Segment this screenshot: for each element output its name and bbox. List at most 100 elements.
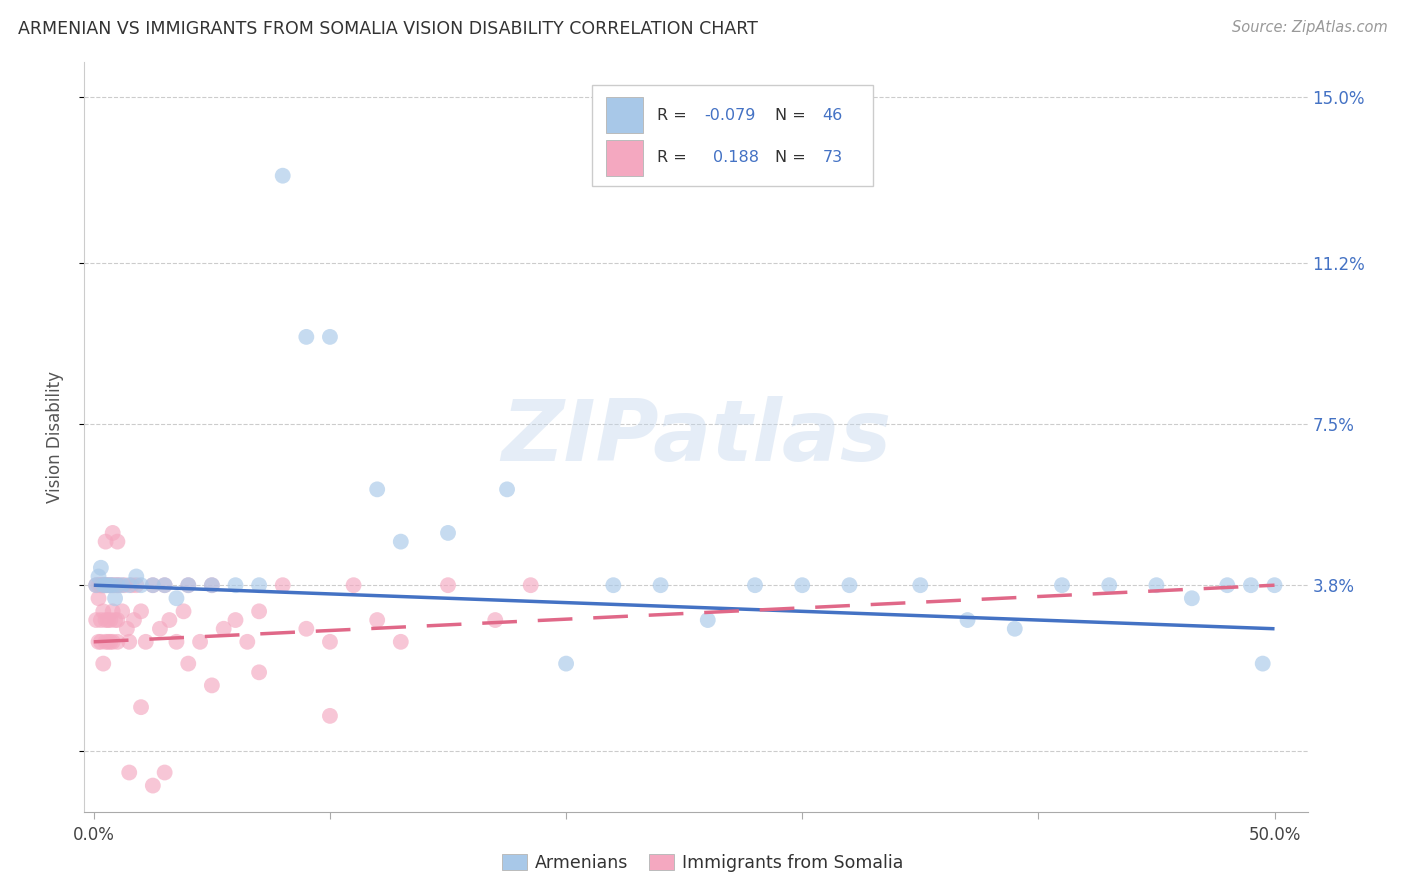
Point	[177, 657, 200, 671]
Point	[91, 657, 114, 671]
Point	[84, 578, 107, 592]
Point	[142, 779, 165, 793]
Point	[90, 578, 112, 592]
Point	[90, 561, 112, 575]
Text: ARMENIAN VS IMMIGRANTS FROM SOMALIA VISION DISABILITY CORRELATION CHART: ARMENIAN VS IMMIGRANTS FROM SOMALIA VISI…	[18, 20, 758, 37]
Point	[108, 578, 131, 592]
Point	[101, 578, 124, 592]
Point	[115, 622, 138, 636]
Point	[319, 330, 342, 344]
Point	[87, 635, 110, 649]
Point	[91, 604, 114, 618]
Point	[94, 534, 117, 549]
Point	[118, 635, 141, 649]
Point	[125, 569, 148, 583]
Point	[97, 613, 120, 627]
Point	[271, 578, 294, 592]
Text: Source: ZipAtlas.com: Source: ZipAtlas.com	[1232, 20, 1388, 35]
Point	[129, 578, 152, 592]
Point	[177, 578, 200, 592]
Point	[98, 635, 121, 649]
Point	[94, 578, 117, 592]
Point	[1050, 578, 1073, 592]
Point	[1251, 657, 1274, 671]
Point	[94, 613, 117, 627]
Point	[98, 578, 121, 592]
Point	[201, 578, 224, 592]
Point	[224, 613, 246, 627]
Point	[437, 525, 460, 540]
Point	[319, 635, 342, 649]
Point	[87, 591, 110, 606]
Point	[247, 604, 270, 618]
Point	[602, 578, 624, 592]
Point	[91, 578, 114, 592]
Point	[122, 613, 145, 627]
Point	[247, 578, 270, 592]
Point	[389, 534, 412, 549]
Point	[1216, 578, 1239, 592]
Point	[838, 578, 860, 592]
Point	[224, 578, 246, 592]
Point	[519, 578, 541, 592]
Point	[1146, 578, 1168, 592]
Point	[101, 525, 124, 540]
Point	[101, 604, 124, 618]
Point	[90, 578, 112, 592]
Point	[98, 578, 121, 592]
Point	[1240, 578, 1263, 592]
Point	[118, 578, 141, 592]
Point	[104, 613, 127, 627]
Point	[166, 635, 188, 649]
Point	[125, 578, 148, 592]
Point	[153, 765, 176, 780]
Point	[1098, 578, 1121, 592]
Point	[792, 578, 814, 592]
Point	[107, 578, 129, 592]
Point	[101, 578, 124, 592]
Point	[107, 534, 129, 549]
Point	[153, 578, 176, 592]
Point	[247, 665, 270, 680]
Point	[366, 613, 388, 627]
Point	[484, 613, 506, 627]
Point	[129, 604, 152, 618]
Point	[295, 330, 318, 344]
Point	[295, 622, 318, 636]
Point	[1004, 622, 1026, 636]
Point	[342, 578, 364, 592]
Point	[114, 578, 136, 592]
Point	[201, 578, 224, 592]
Y-axis label: Vision Disability: Vision Disability	[45, 371, 63, 503]
Point	[111, 578, 134, 592]
Point	[437, 578, 460, 592]
Text: ZIPatlas: ZIPatlas	[501, 395, 891, 479]
Point	[121, 578, 143, 592]
Point	[236, 635, 259, 649]
Point	[94, 578, 117, 592]
Point	[94, 578, 117, 592]
Point	[389, 635, 412, 649]
Point	[104, 578, 127, 592]
Point	[111, 604, 134, 618]
Point	[98, 613, 121, 627]
Point	[107, 613, 129, 627]
Point	[696, 613, 718, 627]
Point	[107, 635, 129, 649]
Point	[91, 578, 114, 592]
Point	[910, 578, 932, 592]
Point	[1181, 591, 1204, 606]
Point	[142, 578, 165, 592]
Point	[956, 613, 979, 627]
Point	[84, 613, 107, 627]
Point	[90, 613, 112, 627]
Point	[177, 578, 200, 592]
Point	[101, 635, 124, 649]
Point	[87, 578, 110, 592]
Point	[496, 483, 519, 497]
Point	[1263, 578, 1285, 592]
Point	[319, 709, 342, 723]
Point	[153, 578, 176, 592]
Point	[84, 578, 107, 592]
Point	[142, 578, 165, 592]
